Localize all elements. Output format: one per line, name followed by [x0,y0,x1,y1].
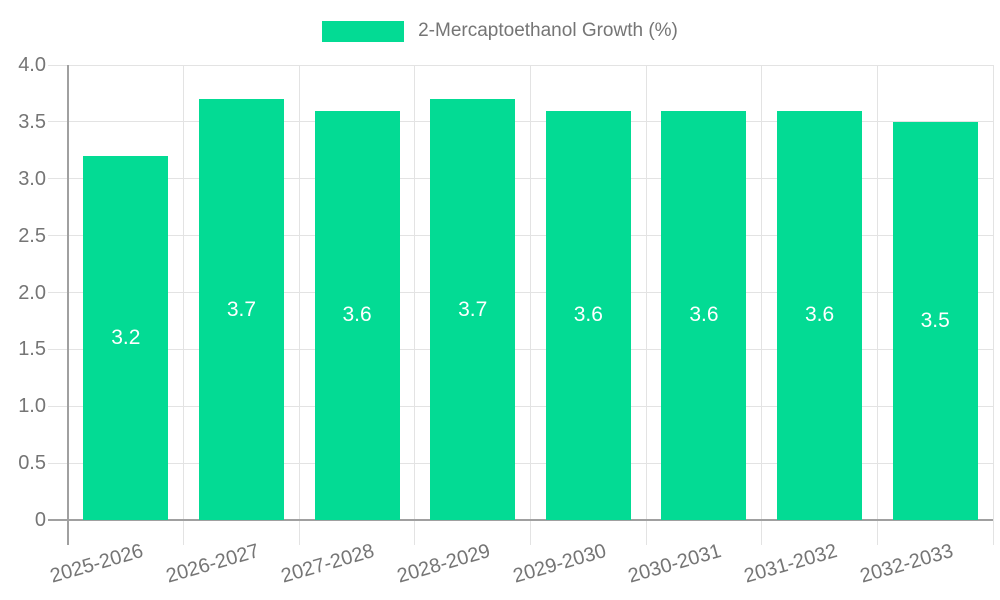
y-axis-tick-label: 1.0 [18,395,46,418]
grid-line-vertical [876,65,878,545]
y-axis-tick-label: 3.5 [18,110,46,133]
legend-swatch-icon [322,20,405,42]
bar[interactable] [892,121,978,520]
x-axis-tick-label: 2030-2031 [625,540,725,588]
y-axis-tick-label: 2.0 [18,281,46,304]
grid-line-horizontal [48,235,993,237]
bar-value-label: 3.2 [111,326,141,349]
y-axis-tick-label: 4.0 [18,54,46,76]
x-axis-tick-label: 2032-2033 [857,540,956,588]
bar[interactable] [314,110,400,520]
grid-line-vertical [414,65,416,545]
grid-line-vertical [645,65,647,545]
y-axis-line [67,65,69,545]
bar[interactable] [83,156,169,520]
x-axis-line [48,519,993,521]
grid-line-horizontal [48,462,993,464]
grid-line-horizontal [48,405,993,407]
grid-line-horizontal [48,64,993,66]
grid-line-vertical [992,65,994,545]
grid-line-horizontal [48,292,993,293]
bar-value-label: 3.6 [804,303,835,327]
x-axis-tick-label: 2025-2026 [47,540,146,588]
x-axis-tick-label: 2031-2032 [741,540,840,588]
y-axis-tick-label: 0 [34,509,46,531]
grid-line-horizontal [48,121,993,123]
grid-line-vertical [761,65,763,545]
x-axis-tick-label: 2026-2027 [163,540,262,588]
bar-value-label: 3.6 [573,303,603,327]
x-axis-tick-label: 2027-2028 [279,540,378,588]
legend-label: 2-Mercaptoethanol Growth (%) [418,20,678,41]
bar[interactable] [198,99,284,520]
grid-line-horizontal [48,348,993,350]
bar-value-label: 3.6 [342,303,372,327]
y-axis-tick-label: 3.0 [18,167,46,190]
legend-item[interactable]: 2-Mercaptoethanol Growth (%) [322,20,678,42]
grid-line-vertical [530,65,531,545]
y-axis-tick-label: 0.5 [18,452,46,475]
grid-line-horizontal [48,178,993,180]
bar-value-label: 3.6 [689,303,719,327]
bar-value-label: 3.5 [920,308,950,332]
y-axis-tick-label: 2.5 [18,224,46,247]
legend: 2-Mercaptoethanol Growth (%) [0,20,1000,42]
bar[interactable] [777,110,863,520]
bar[interactable] [661,110,747,520]
grid-line-vertical [298,65,300,545]
y-axis-tick-label: 1.5 [18,338,46,361]
x-axis-tick-label: 2029-2030 [510,540,609,588]
bar[interactable] [430,99,516,520]
bar-value-label: 3.7 [458,297,488,321]
x-axis-tick-label: 2028-2029 [394,540,493,588]
bar-value-label: 3.7 [226,297,257,321]
bar[interactable] [545,110,631,520]
grid-line-vertical [183,65,185,545]
